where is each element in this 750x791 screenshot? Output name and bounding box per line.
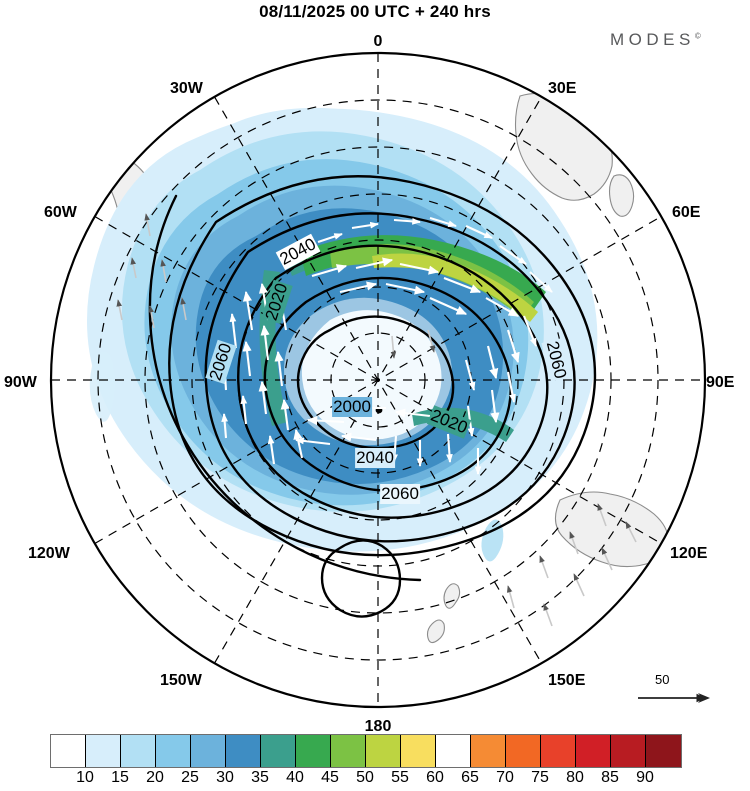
contour-2060 bbox=[168, 175, 597, 557]
colorbar-tick-label: 60 bbox=[426, 769, 444, 786]
colorbar-tick-label: 10 bbox=[76, 769, 94, 786]
page-title: 08/11/2025 00 UTC + 240 hrs bbox=[259, 2, 491, 21]
map-canvas bbox=[49, 51, 707, 709]
colorbar-tick-label: 75 bbox=[531, 769, 549, 786]
colorbar-cell[interactable] bbox=[366, 735, 401, 767]
meridian-label-30w: 30W bbox=[170, 80, 203, 97]
colorbar-cell[interactable] bbox=[576, 735, 611, 767]
contour-label: 2060 bbox=[380, 484, 420, 504]
colorbar-cell[interactable] bbox=[436, 735, 471, 767]
colorbar-cell[interactable] bbox=[226, 735, 261, 767]
colorbar-cell[interactable] bbox=[86, 735, 121, 767]
colorbar-cell[interactable] bbox=[471, 735, 506, 767]
colorbar-tick-label: 50 bbox=[356, 769, 374, 786]
contour-2020 bbox=[237, 244, 549, 519]
land-new-zealand-south bbox=[426, 619, 445, 644]
colorbar-cell[interactable] bbox=[646, 735, 681, 767]
colorbar-tick-label: 45 bbox=[321, 769, 339, 786]
colorbar-cell[interactable] bbox=[331, 735, 366, 767]
colorbar-tick-label: 85 bbox=[601, 769, 619, 786]
colorbar-ticks: 10 15 20 25 30 35 40 45 50 55 60 65 70 75 80 85 90 bbox=[0, 769, 750, 791]
colorbar-tick-label: 70 bbox=[496, 769, 514, 786]
wind-scale-arrow bbox=[638, 693, 710, 703]
meridian-label-30e: 30E bbox=[548, 80, 577, 97]
contour-2080 bbox=[148, 194, 422, 582]
meridian-150 bbox=[213, 96, 543, 664]
colorbar-cell[interactable] bbox=[121, 735, 156, 767]
colorbar-cell[interactable] bbox=[156, 735, 191, 767]
contour-2040 bbox=[204, 212, 576, 543]
meridian-label-180: 180 bbox=[364, 718, 392, 735]
wind-scale-label: 50 bbox=[655, 672, 670, 687]
meridian-label-120w: 120W bbox=[28, 545, 70, 562]
parallel-20s bbox=[97, 99, 659, 661]
meridian-label-60w: 60W bbox=[44, 204, 77, 221]
colorbar-cell[interactable] bbox=[261, 735, 296, 767]
modes-logo-text: MODES bbox=[610, 30, 695, 49]
colorbar-cell[interactable] bbox=[296, 735, 331, 767]
colorbar-tick-label: 15 bbox=[111, 769, 129, 786]
map-contents bbox=[51, 53, 705, 707]
colorbar-tick-label: 30 bbox=[216, 769, 234, 786]
modes-logo: MODES© bbox=[610, 30, 701, 50]
wind-vectors bbox=[116, 213, 637, 627]
colorbar-tick-label: 20 bbox=[146, 769, 164, 786]
colorbar-cell[interactable] bbox=[506, 735, 541, 767]
height-contours bbox=[148, 175, 597, 618]
meridian-label-90w: 90W bbox=[4, 374, 37, 391]
colorbar-tick-label: 90 bbox=[636, 769, 654, 786]
colorbar-tick-label: 80 bbox=[566, 769, 584, 786]
meridian-label-0: 0 bbox=[373, 33, 383, 50]
meridian-label-150w: 150W bbox=[160, 672, 202, 689]
colorbar-cell[interactable] bbox=[401, 735, 436, 767]
contour-2000 bbox=[263, 276, 512, 492]
colorbar-cell[interactable] bbox=[611, 735, 646, 767]
colorbar-tick-label: 65 bbox=[461, 769, 479, 786]
colorbar-legend: 10 15 20 25 30 35 40 45 50 55 60 65 70 75 80 85 90 bbox=[0, 728, 750, 786]
meridian-label-60e: 60E bbox=[672, 204, 701, 221]
colorbar-cell[interactable] bbox=[191, 735, 226, 767]
colorbar-cell[interactable] bbox=[51, 735, 86, 767]
colorbar-tick-label: 35 bbox=[251, 769, 269, 786]
land-madagascar bbox=[608, 174, 635, 217]
shade-patch-sw bbox=[89, 351, 115, 422]
meridian-label-150e: 150E bbox=[548, 672, 586, 689]
colorbar-tick-label: 25 bbox=[181, 769, 199, 786]
polar-stereographic-map: 2040 2020 2060 2000 2020 2040 2060 2060 bbox=[0, 30, 750, 720]
shade-calm-core-2 bbox=[284, 297, 453, 446]
contour-label: 2040 bbox=[355, 448, 395, 468]
colorbar-swatches[interactable] bbox=[50, 734, 682, 768]
colorbar-cell[interactable] bbox=[541, 735, 576, 767]
shade-patch-ne bbox=[481, 519, 504, 562]
contour-label: 2000 bbox=[332, 397, 372, 417]
contour-high-cell bbox=[320, 539, 402, 618]
copyright-icon: © bbox=[694, 31, 701, 41]
graticule bbox=[51, 53, 705, 707]
map-boundary-circle bbox=[49, 51, 707, 709]
meridian-label-120e: 120E bbox=[670, 545, 708, 562]
contour-1980 bbox=[296, 315, 455, 450]
colorbar-tick-label: 40 bbox=[286, 769, 304, 786]
meridian-label-90e: 90E bbox=[706, 374, 735, 391]
colorbar-tick-label: 55 bbox=[391, 769, 409, 786]
